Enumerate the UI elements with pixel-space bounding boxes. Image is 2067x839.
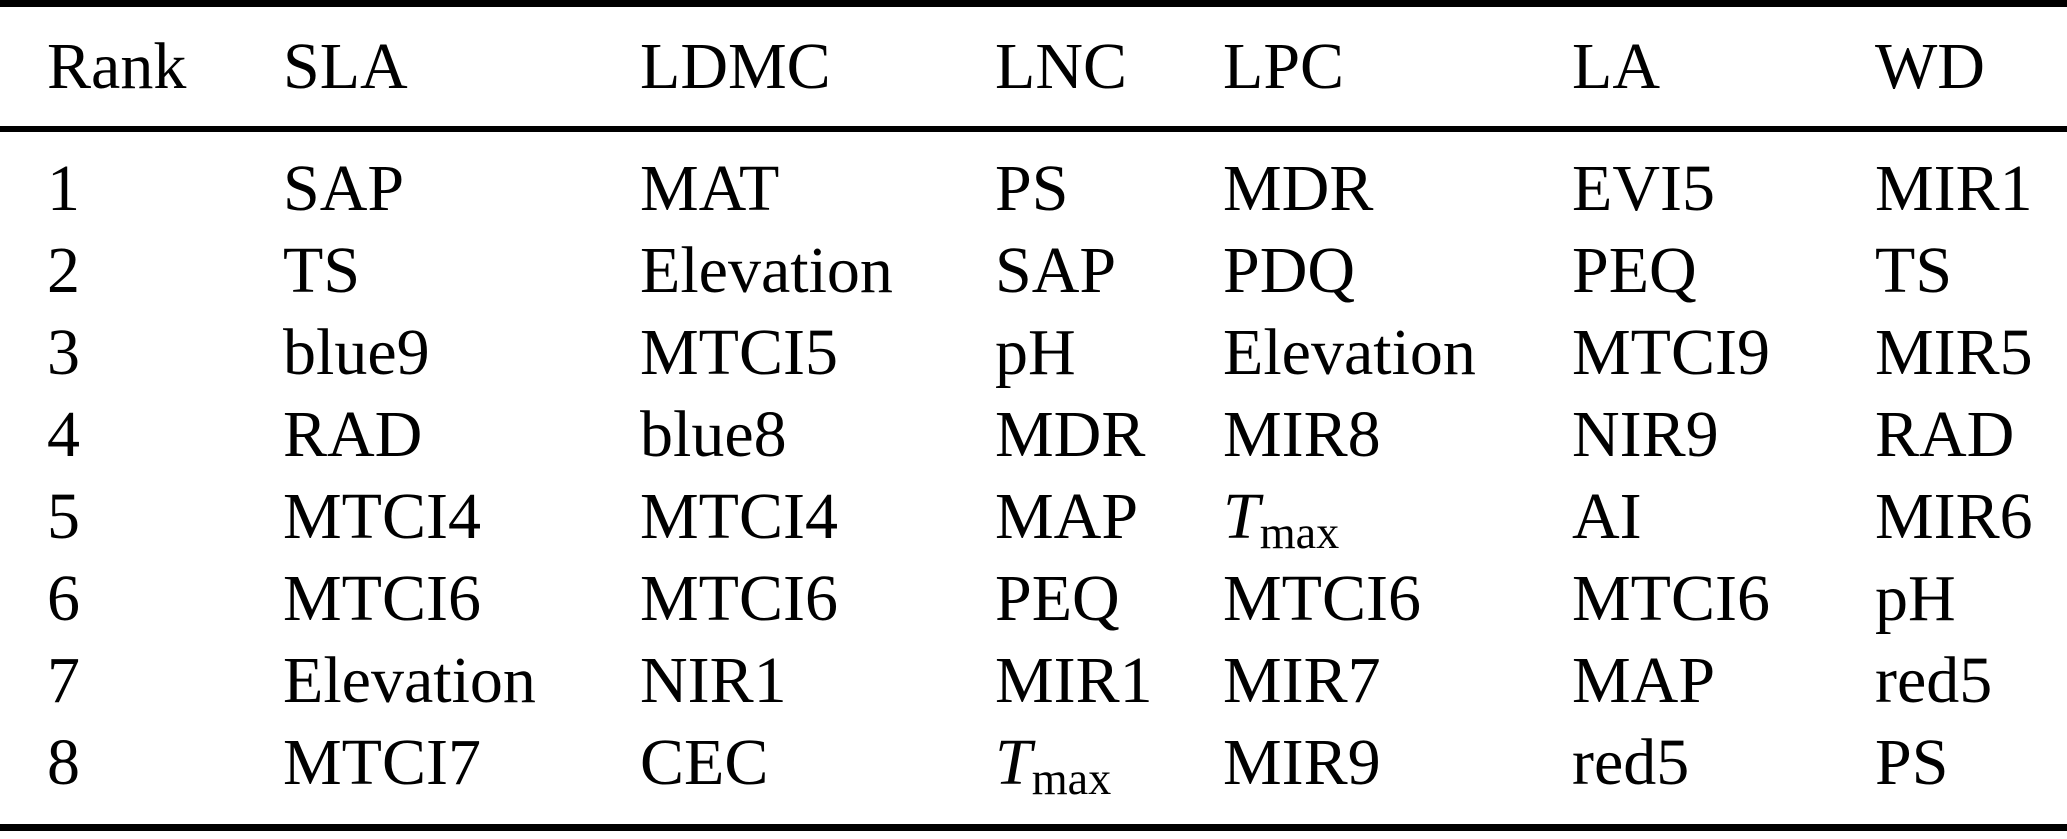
table-row: 2 TS Elevation SAP PDQ PEQ TS bbox=[0, 230, 2067, 312]
predictor-cell: MAP bbox=[1572, 644, 1716, 717]
rank-cell: 2 bbox=[47, 234, 80, 307]
predictor-cell: Tmax bbox=[1223, 480, 1340, 559]
predictor-cell: MTCI9 bbox=[1572, 316, 1770, 389]
table-row: 5 MTCI4 MTCI4 MAP Tmax AI MIR6 bbox=[0, 476, 2067, 558]
predictor-cell: MAT bbox=[640, 152, 780, 225]
predictor-cell: AI bbox=[1572, 480, 1642, 553]
predictor-cell: MTCI4 bbox=[640, 480, 838, 553]
table-header: Rank SLA LDMC LNC LPC LA WD bbox=[0, 4, 2067, 129]
predictor-cell: MTCI6 bbox=[283, 562, 481, 635]
predictor-cell: pH bbox=[1875, 562, 1956, 635]
table-row: 4 RAD blue8 MDR MIR8 NIR9 RAD bbox=[0, 394, 2067, 476]
predictor-cell: PDQ bbox=[1223, 234, 1356, 307]
predictor-cell: red5 bbox=[1875, 644, 1993, 717]
predictor-cell: PEQ bbox=[995, 562, 1120, 635]
predictor-cell: red5 bbox=[1572, 726, 1690, 799]
predictor-cell: NIR9 bbox=[1572, 398, 1719, 471]
header-row: Rank SLA LDMC LNC LPC LA WD bbox=[0, 4, 2067, 129]
predictor-cell: Elevation bbox=[283, 644, 536, 717]
predictor-cell: MTCI4 bbox=[283, 480, 481, 553]
table-row: 8 MTCI7 CEC Tmax MIR9 red5 PS bbox=[0, 722, 2067, 828]
predictor-cell: blue8 bbox=[640, 398, 787, 471]
column-header-ldmc: LDMC bbox=[640, 29, 831, 103]
rank-cell: 4 bbox=[47, 398, 80, 471]
predictor-cell: MTCI7 bbox=[283, 726, 481, 799]
predictor-cell: MIR1 bbox=[995, 644, 1153, 717]
column-header-rank: Rank bbox=[47, 29, 187, 103]
predictor-cell: EVI5 bbox=[1572, 152, 1715, 225]
rank-cell: 3 bbox=[47, 316, 80, 389]
column-header-lpc: LPC bbox=[1223, 29, 1345, 103]
predictor-cell: CEC bbox=[640, 726, 769, 799]
rank-cell: 1 bbox=[47, 152, 80, 225]
table-row: 1 SAP MAT PS MDR EVI5 MIR1 bbox=[0, 129, 2067, 230]
predictor-cell: MIR6 bbox=[1875, 480, 2033, 553]
predictor-cell: TS bbox=[1875, 234, 1953, 307]
table-row: 7 Elevation NIR1 MIR1 MIR7 MAP red5 bbox=[0, 640, 2067, 722]
rank-cell: 7 bbox=[47, 644, 80, 717]
column-header-la: LA bbox=[1572, 29, 1660, 103]
predictor-cell: NIR1 bbox=[640, 644, 787, 717]
predictor-cell: RAD bbox=[283, 398, 423, 471]
predictor-cell: MTCI6 bbox=[640, 562, 838, 635]
predictor-cell: MTCI6 bbox=[1223, 562, 1421, 635]
predictor-cell: MTCI5 bbox=[640, 316, 838, 389]
table-row: 3 blue9 MTCI5 pH Elevation MTCI9 MIR5 bbox=[0, 312, 2067, 394]
predictor-cell: MIR7 bbox=[1223, 644, 1381, 717]
predictor-cell: MAP bbox=[995, 480, 1139, 553]
table-row: 6 MTCI6 MTCI6 PEQ MTCI6 MTCI6 pH bbox=[0, 558, 2067, 640]
rank-cell: 5 bbox=[47, 480, 80, 553]
predictor-cell: RAD bbox=[1875, 398, 2015, 471]
predictor-cell: MIR5 bbox=[1875, 316, 2033, 389]
predictor-cell: Elevation bbox=[1223, 316, 1476, 389]
column-header-wd: WD bbox=[1875, 29, 1985, 103]
predictor-cell: Elevation bbox=[640, 234, 893, 307]
predictor-cell: MDR bbox=[1223, 152, 1374, 225]
predictor-cell: MIR1 bbox=[1875, 152, 2033, 225]
predictor-cell: pH bbox=[995, 316, 1076, 389]
table-body: 1 SAP MAT PS MDR EVI5 MIR1 2 TS Elevation SAP PDQ PE… bbox=[0, 129, 2067, 828]
predictor-cell: SAP bbox=[283, 152, 405, 225]
predictor-cell: MTCI6 bbox=[1572, 562, 1770, 635]
rank-cell: 6 bbox=[47, 562, 80, 635]
predictor-cell: MIR8 bbox=[1223, 398, 1381, 471]
rank-cell: 8 bbox=[47, 726, 80, 799]
predictor-cell: PS bbox=[1875, 726, 1949, 799]
column-header-lnc: LNC bbox=[995, 29, 1127, 103]
predictor-cell: MDR bbox=[995, 398, 1146, 471]
predictor-cell: MIR9 bbox=[1223, 726, 1381, 799]
predictor-cell: PS bbox=[995, 152, 1069, 225]
predictor-cell: blue9 bbox=[283, 316, 430, 389]
predictor-cell: SAP bbox=[995, 234, 1117, 307]
column-header-sla: SLA bbox=[283, 29, 408, 103]
predictor-cell: TS bbox=[283, 234, 361, 307]
predictor-cell: Tmax bbox=[995, 726, 1112, 805]
predictor-cell: PEQ bbox=[1572, 234, 1697, 307]
